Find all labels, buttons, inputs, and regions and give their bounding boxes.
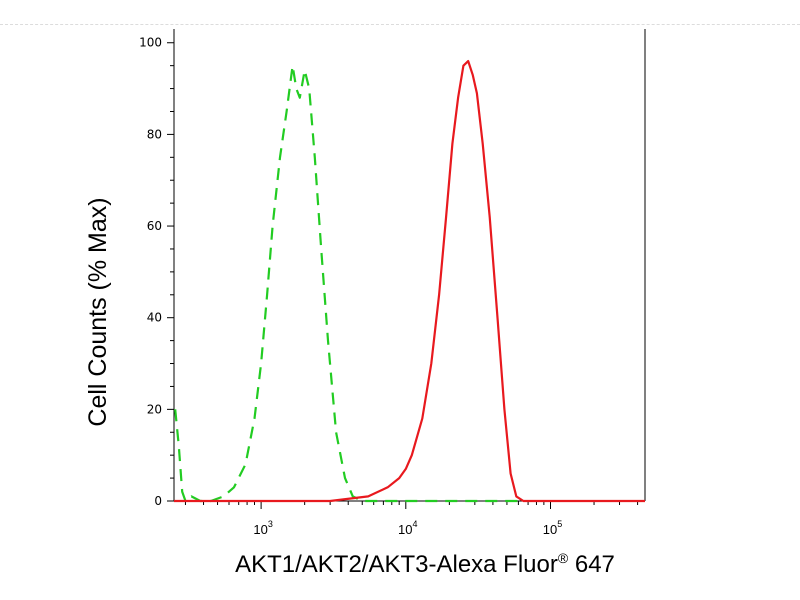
control-histogram-line	[174, 64, 519, 503]
y-tick-label: 80	[147, 127, 162, 141]
x-axis-ticks: 103 104 105	[184, 501, 639, 537]
y-tick-label: 60	[147, 219, 162, 233]
x-tick-label: 103	[253, 519, 272, 537]
y-tick-label: 0	[154, 494, 162, 508]
y-axis-title: Cell Counts (% Max)	[84, 197, 112, 426]
x-tick-label: 105	[543, 519, 562, 537]
y-tick-label: 20	[147, 402, 162, 416]
x-axis-title-main: AKT1/AKT2/AKT3-Alexa Fluor	[235, 551, 558, 578]
x-axis-title: AKT1/AKT2/AKT3-Alexa Fluor® 647	[235, 550, 615, 578]
series-layer	[174, 59, 645, 503]
plot-frame	[173, 29, 646, 502]
y-axis-ticks: 0 20 40 60 80 100	[139, 36, 174, 508]
y-tick-label: 100	[139, 36, 162, 50]
x-tick-label: 104	[398, 519, 417, 537]
page-top-dashed-separator	[0, 24, 800, 25]
stained-histogram-line	[174, 59, 645, 503]
x-axis-title-registered-mark: ®	[558, 550, 569, 566]
x-axis-title-suffix: 647	[568, 551, 615, 578]
y-tick-label: 40	[147, 311, 162, 325]
